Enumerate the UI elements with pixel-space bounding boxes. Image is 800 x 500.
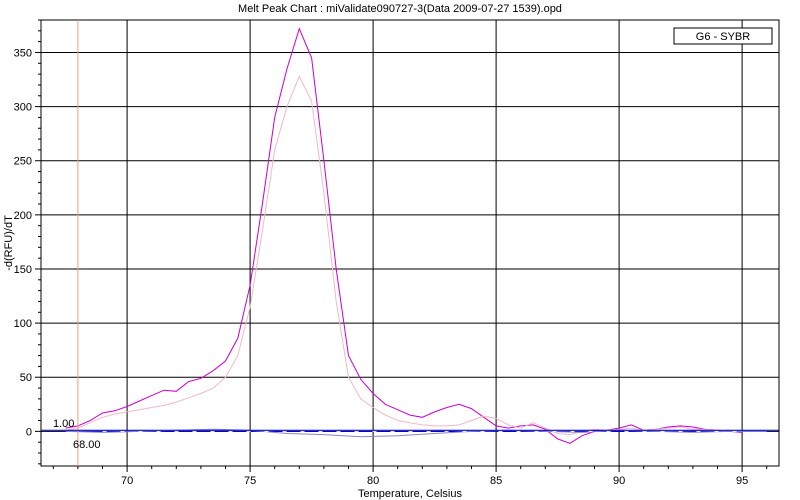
y-tick-label: 250 [14, 156, 32, 168]
y-axis-title: -d(RFU)/dT [3, 215, 15, 271]
marker-layer [41, 20, 779, 466]
y-tick-label: 350 [14, 47, 32, 59]
y-tick-label: 100 [14, 318, 32, 330]
chart-title: Melt Peak Chart : miValidate090727-3(Dat… [238, 3, 562, 15]
y-tick-label: 0 [26, 426, 32, 438]
x-tick-label: 75 [244, 475, 256, 487]
series-line-1 [65, 75, 743, 436]
x-tick-label: 70 [121, 475, 133, 487]
legend: G6 - SYBR [673, 27, 773, 45]
x-axis-title: Temperature, Celsius [358, 488, 462, 500]
x-axis-ticks: 70 75 80 85 90 95 [52, 466, 768, 487]
y-tick-label: 50 [20, 372, 32, 384]
series-line-0 [65, 27, 743, 444]
y-axis-ticks: 0 50 100 150 200 250 300 350 [14, 19, 41, 465]
y-tick-label: 150 [14, 264, 32, 276]
x-tick-label: 85 [490, 475, 502, 487]
y-tick-label: 200 [14, 210, 32, 222]
major-gridlines [41, 20, 779, 466]
begin-temperature-label: 68.00 [73, 439, 101, 451]
legend-entry: G6 - SYBR [696, 31, 750, 43]
x-tick-label: 90 [613, 475, 625, 487]
legend-box [673, 27, 773, 45]
plot-area [40, 19, 780, 467]
x-tick-label: 80 [367, 475, 379, 487]
y-tick-label: 300 [14, 102, 32, 114]
threshold-label: 1.00 [53, 418, 74, 430]
x-tick-label: 95 [736, 475, 748, 487]
